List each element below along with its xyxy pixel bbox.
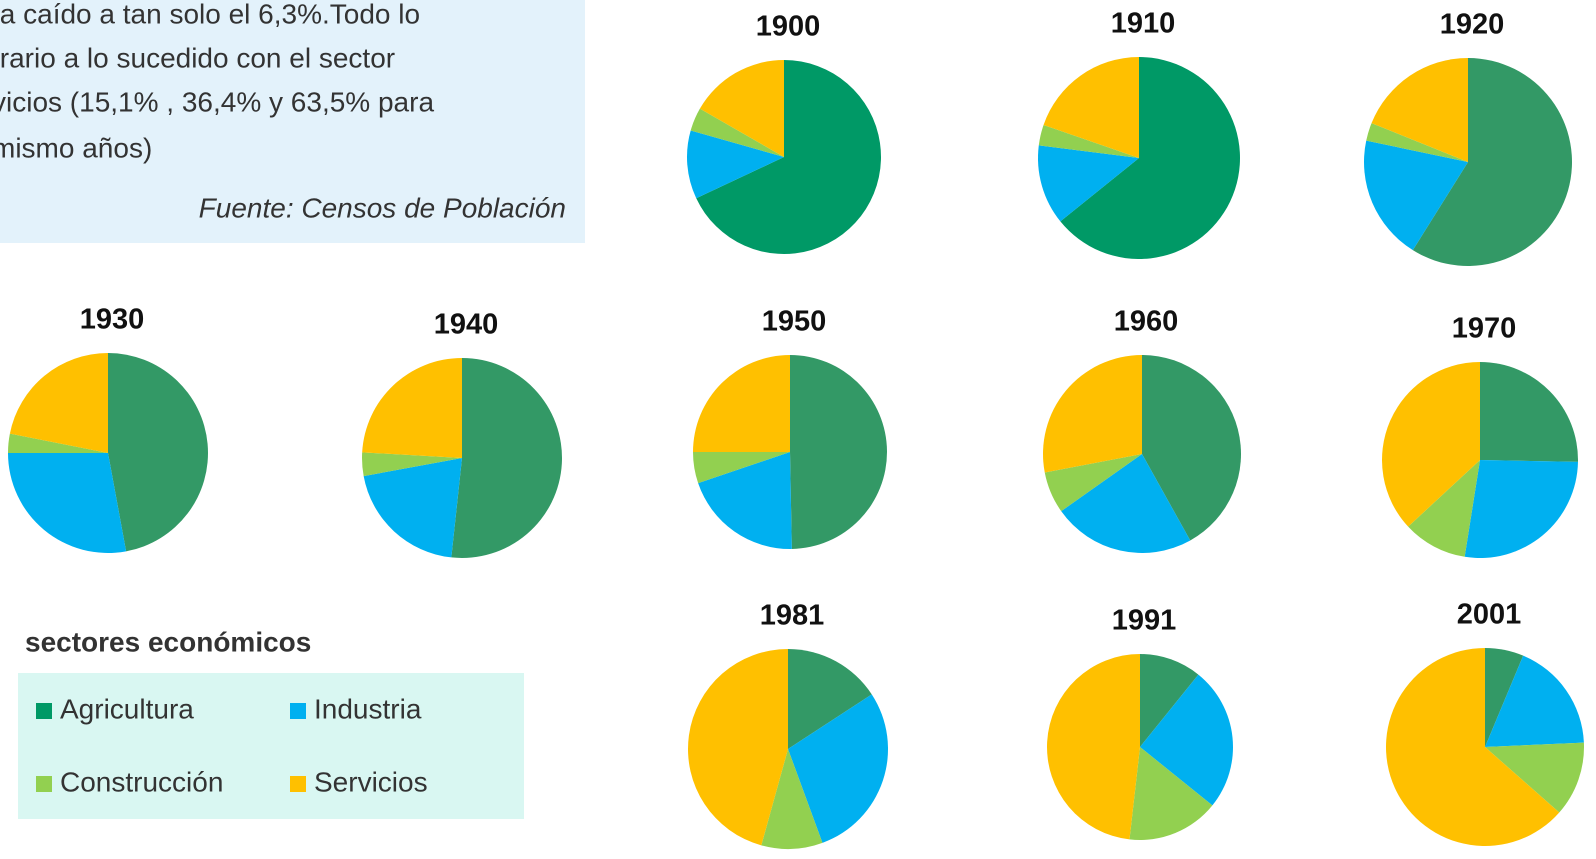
source: Fuente: Censos de Población: [199, 192, 566, 223]
legend-label: Agricultura: [60, 693, 194, 724]
text-line: vicios (15,1% , 36,4% y 63,5% para: [0, 86, 434, 117]
pie-slice: [1485, 655, 1584, 747]
pie-title: 1900: [756, 11, 821, 43]
pie-title: 1981: [760, 600, 825, 632]
pie-slice: [1060, 57, 1240, 259]
pie-slice: [761, 749, 823, 849]
pie-slice: [1371, 58, 1468, 162]
pie-title: 1930: [80, 304, 145, 336]
pie-slice: [8, 453, 127, 554]
pie-slice: [1038, 124, 1139, 158]
text-line: ía caído a tan solo el 6,3%.Todo lo: [0, 0, 420, 29]
pie-slice: [788, 694, 889, 843]
pie-slice: [1382, 361, 1480, 527]
pie-title: 1920: [1440, 9, 1505, 41]
pie-slice: [361, 452, 462, 477]
pie-slice: [9, 352, 109, 453]
pie-slice: [1142, 355, 1241, 541]
legend-box: [18, 673, 524, 819]
pie-slice: [362, 358, 462, 458]
pie-slice: [790, 355, 887, 549]
pie-slice: [686, 130, 784, 199]
pie-title: 1940: [434, 309, 499, 341]
pie-slice: [696, 60, 881, 255]
legend-label: Industria: [314, 693, 422, 724]
legend-swatch: [290, 776, 306, 792]
pie-title: 1991: [1112, 605, 1177, 637]
pie-slice: [1038, 145, 1139, 222]
pie-slice: [788, 649, 872, 749]
pie-slice: [1366, 123, 1468, 162]
pie-slice: [699, 60, 784, 157]
legend-title: sectores económicos: [25, 626, 311, 657]
text-box: [0, 0, 585, 243]
pie-title: 1910: [1111, 8, 1176, 40]
text-line: trario a lo sucedido con el sector: [0, 42, 395, 73]
pie-slice: [1485, 648, 1524, 747]
pie-slice: [1140, 674, 1233, 806]
pie-slice: [1061, 454, 1191, 553]
legend-swatch: [290, 703, 306, 719]
pie-slice: [363, 458, 462, 558]
pie-slice: [1464, 460, 1578, 558]
legend-swatch: [36, 703, 52, 719]
pie-slice: [1044, 454, 1142, 512]
pie-slice: [1129, 747, 1213, 840]
pie-slice: [1364, 140, 1468, 251]
pie-title: 1960: [1114, 306, 1179, 338]
pie-slice: [1043, 57, 1139, 158]
pie-title: 1950: [762, 306, 827, 338]
pie-title: 2001: [1457, 599, 1522, 631]
pie-slice: [1480, 361, 1578, 462]
text-line: mismo años): [0, 132, 152, 163]
pie-slice: [687, 649, 788, 846]
pie-title: 1970: [1452, 313, 1517, 345]
pie-slice: [1047, 654, 1140, 840]
pie-slice: [8, 433, 108, 453]
legend-label: Servicios: [314, 766, 428, 797]
pie-slice: [1043, 355, 1142, 473]
pie-slice: [1140, 654, 1199, 747]
pie-slice: [692, 452, 790, 484]
pie-slice: [1408, 460, 1480, 557]
pie-slice: [698, 452, 792, 549]
pie-slice: [108, 353, 209, 552]
pie-slice: [690, 108, 784, 157]
legend-swatch: [36, 776, 52, 792]
legend-label: Construcción: [60, 766, 223, 797]
pie-slice: [1412, 58, 1572, 266]
pie-slice: [1485, 742, 1585, 813]
pie-slice: [451, 358, 563, 558]
pie-slice: [693, 355, 790, 452]
pie-slice: [1385, 648, 1560, 846]
